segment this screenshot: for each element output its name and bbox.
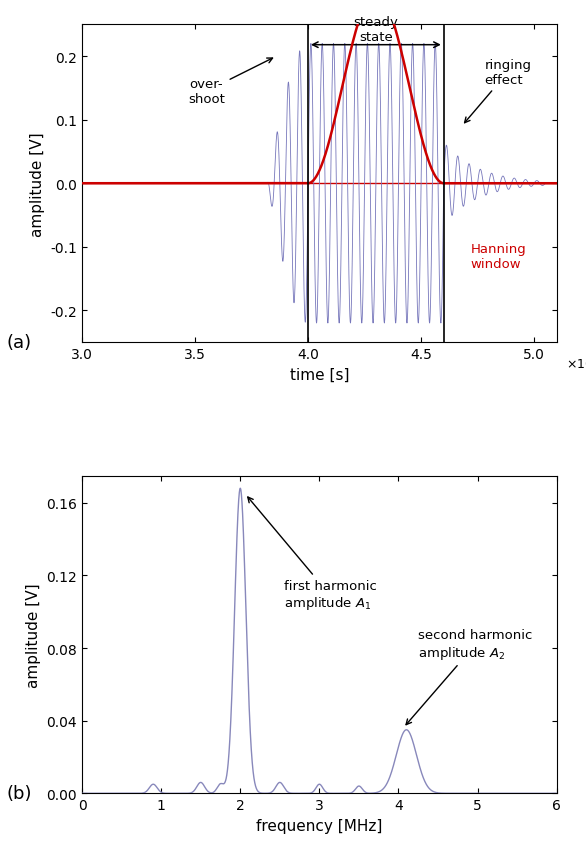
Text: Hanning
window: Hanning window xyxy=(471,243,527,271)
Text: (b): (b) xyxy=(6,784,32,803)
Y-axis label: amplitude [V]: amplitude [V] xyxy=(30,132,45,236)
Text: ringing
effect: ringing effect xyxy=(465,59,532,123)
Text: second harmonic
amplitude $A_2$: second harmonic amplitude $A_2$ xyxy=(406,629,533,725)
X-axis label: frequency [MHz]: frequency [MHz] xyxy=(256,818,383,833)
Text: $\times 10^{-5}$: $\times 10^{-5}$ xyxy=(566,355,586,372)
Text: (a): (a) xyxy=(6,333,31,352)
Text: steady
state: steady state xyxy=(353,16,398,44)
Text: first harmonic
amplitude $A_1$: first harmonic amplitude $A_1$ xyxy=(248,497,377,612)
Y-axis label: amplitude [V]: amplitude [V] xyxy=(26,582,41,687)
X-axis label: time [s]: time [s] xyxy=(289,367,349,382)
Text: over-
shoot: over- shoot xyxy=(188,59,272,106)
